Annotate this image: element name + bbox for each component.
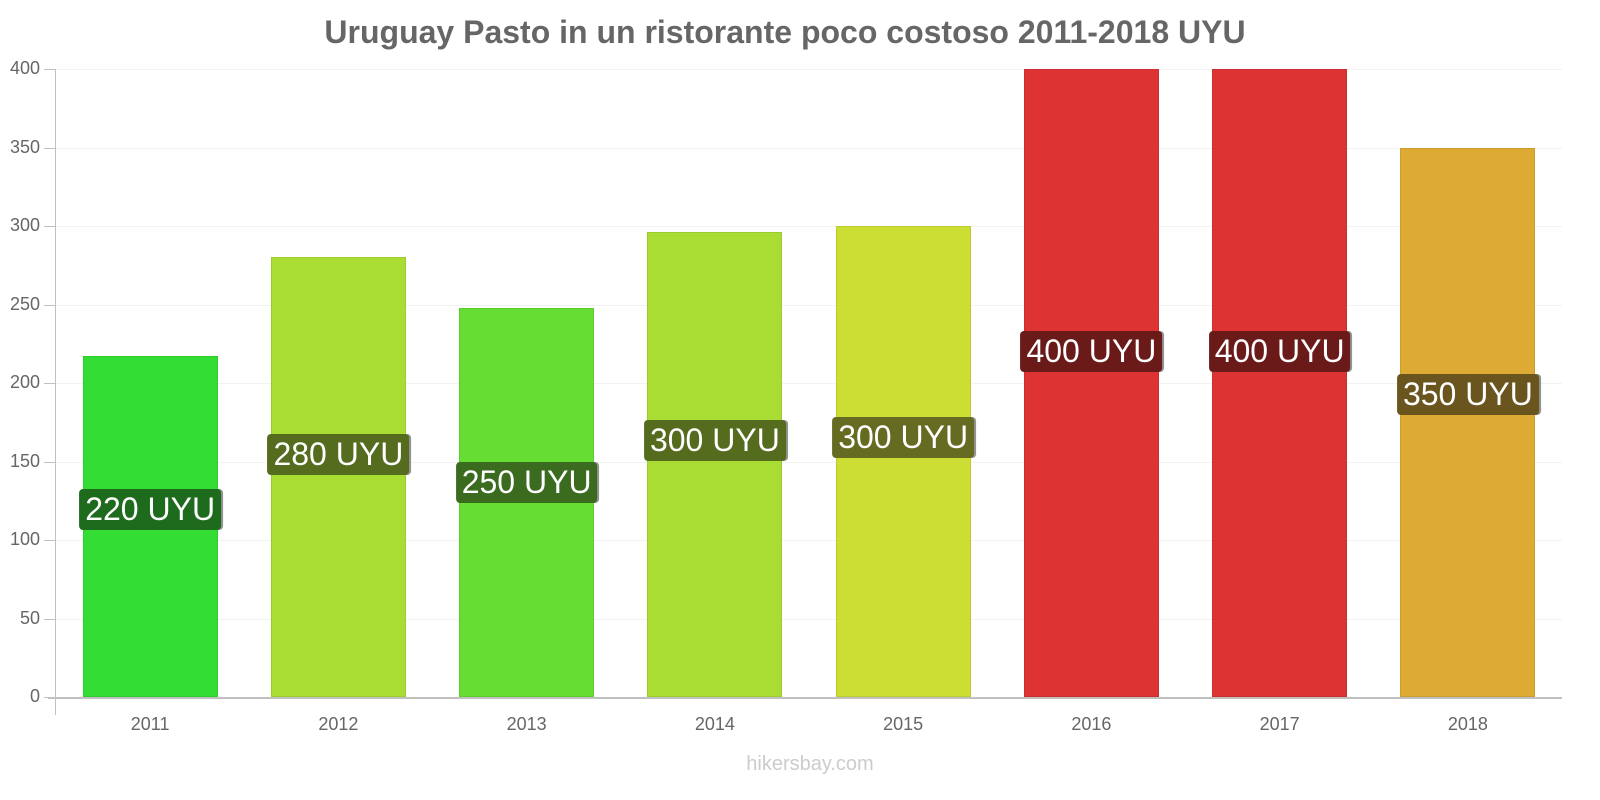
watermark: hikersbay.com [746, 753, 874, 775]
x-tick-label: 2013 [506, 714, 547, 734]
bar-2015[interactable]: 300 UYU [832, 226, 975, 697]
bar-2018[interactable]: 350 UYU [1396, 147, 1539, 697]
x-axis-line [48, 697, 1562, 699]
bar-2014[interactable]: 300 UYU [643, 232, 786, 697]
gridline [56, 461, 1562, 463]
y-tick-mark [44, 69, 55, 70]
y-tick-mark [44, 304, 55, 306]
y-tick-mark [44, 540, 55, 541]
y-tick-label: 350 [9, 136, 40, 157]
y-tick-label: 200 [9, 372, 40, 392]
x-tick-label: 2012 [318, 714, 359, 734]
gridline [56, 618, 1562, 620]
y-tick-mark [44, 226, 55, 227]
y-tick-label: 400 [9, 58, 40, 78]
bar-2012[interactable]: 280 UYU [267, 257, 410, 697]
x-tick-label: 2018 [1447, 714, 1488, 734]
chart-title: Uruguay Pasto in un ristorante poco cost… [324, 14, 1246, 50]
x-tick-label: 2014 [694, 714, 735, 734]
y-tick-label: 50 [19, 607, 40, 628]
x-tick-label: 2015 [883, 714, 924, 734]
bar-value-label: 280 UYU [267, 434, 410, 476]
y-tick-label: 300 [9, 215, 40, 235]
bar-value-label: 350 UYU [1396, 373, 1539, 415]
y-tick-label: 150 [9, 450, 40, 471]
bar-value-label: 250 UYU [455, 461, 598, 503]
bar-value-label: 400 UYU [1208, 330, 1351, 372]
y-tick-mark [44, 618, 55, 620]
bar-value-label: 300 UYU [643, 420, 786, 462]
bar-2016[interactable]: 400 UYU [1020, 69, 1163, 697]
bar-2013[interactable]: 250 UYU [455, 307, 598, 697]
bar-value-label: 300 UYU [832, 416, 975, 458]
bar-value-label: 220 UYU [79, 488, 222, 530]
y-tick-label: 250 [9, 293, 40, 314]
y-tick-mark [44, 383, 55, 384]
y-axis-line [55, 69, 56, 715]
gridline [56, 226, 1562, 227]
y-tick-label: 0 [29, 686, 40, 706]
bar-2017[interactable]: 400 UYU [1208, 69, 1351, 697]
x-tick-label: 2011 [130, 714, 170, 734]
gridline [56, 69, 1562, 70]
plot-area: 220 UYU 280 UYU 250 UYU 300 UYU 300 UYU 400 U… [56, 69, 1562, 697]
bar-value-label: 400 UYU [1020, 330, 1163, 372]
y-tick-mark [44, 461, 55, 463]
y-tick-label: 100 [9, 529, 40, 549]
x-tick-label: 2017 [1259, 714, 1300, 734]
y-tick-mark [44, 147, 55, 149]
gridline [56, 540, 1562, 541]
gridline [56, 147, 1562, 149]
gridline [56, 304, 1562, 306]
x-tick-label: 2016 [1071, 714, 1112, 734]
gridline [56, 383, 1562, 384]
bar-2011[interactable]: 220 UYU [79, 356, 222, 697]
